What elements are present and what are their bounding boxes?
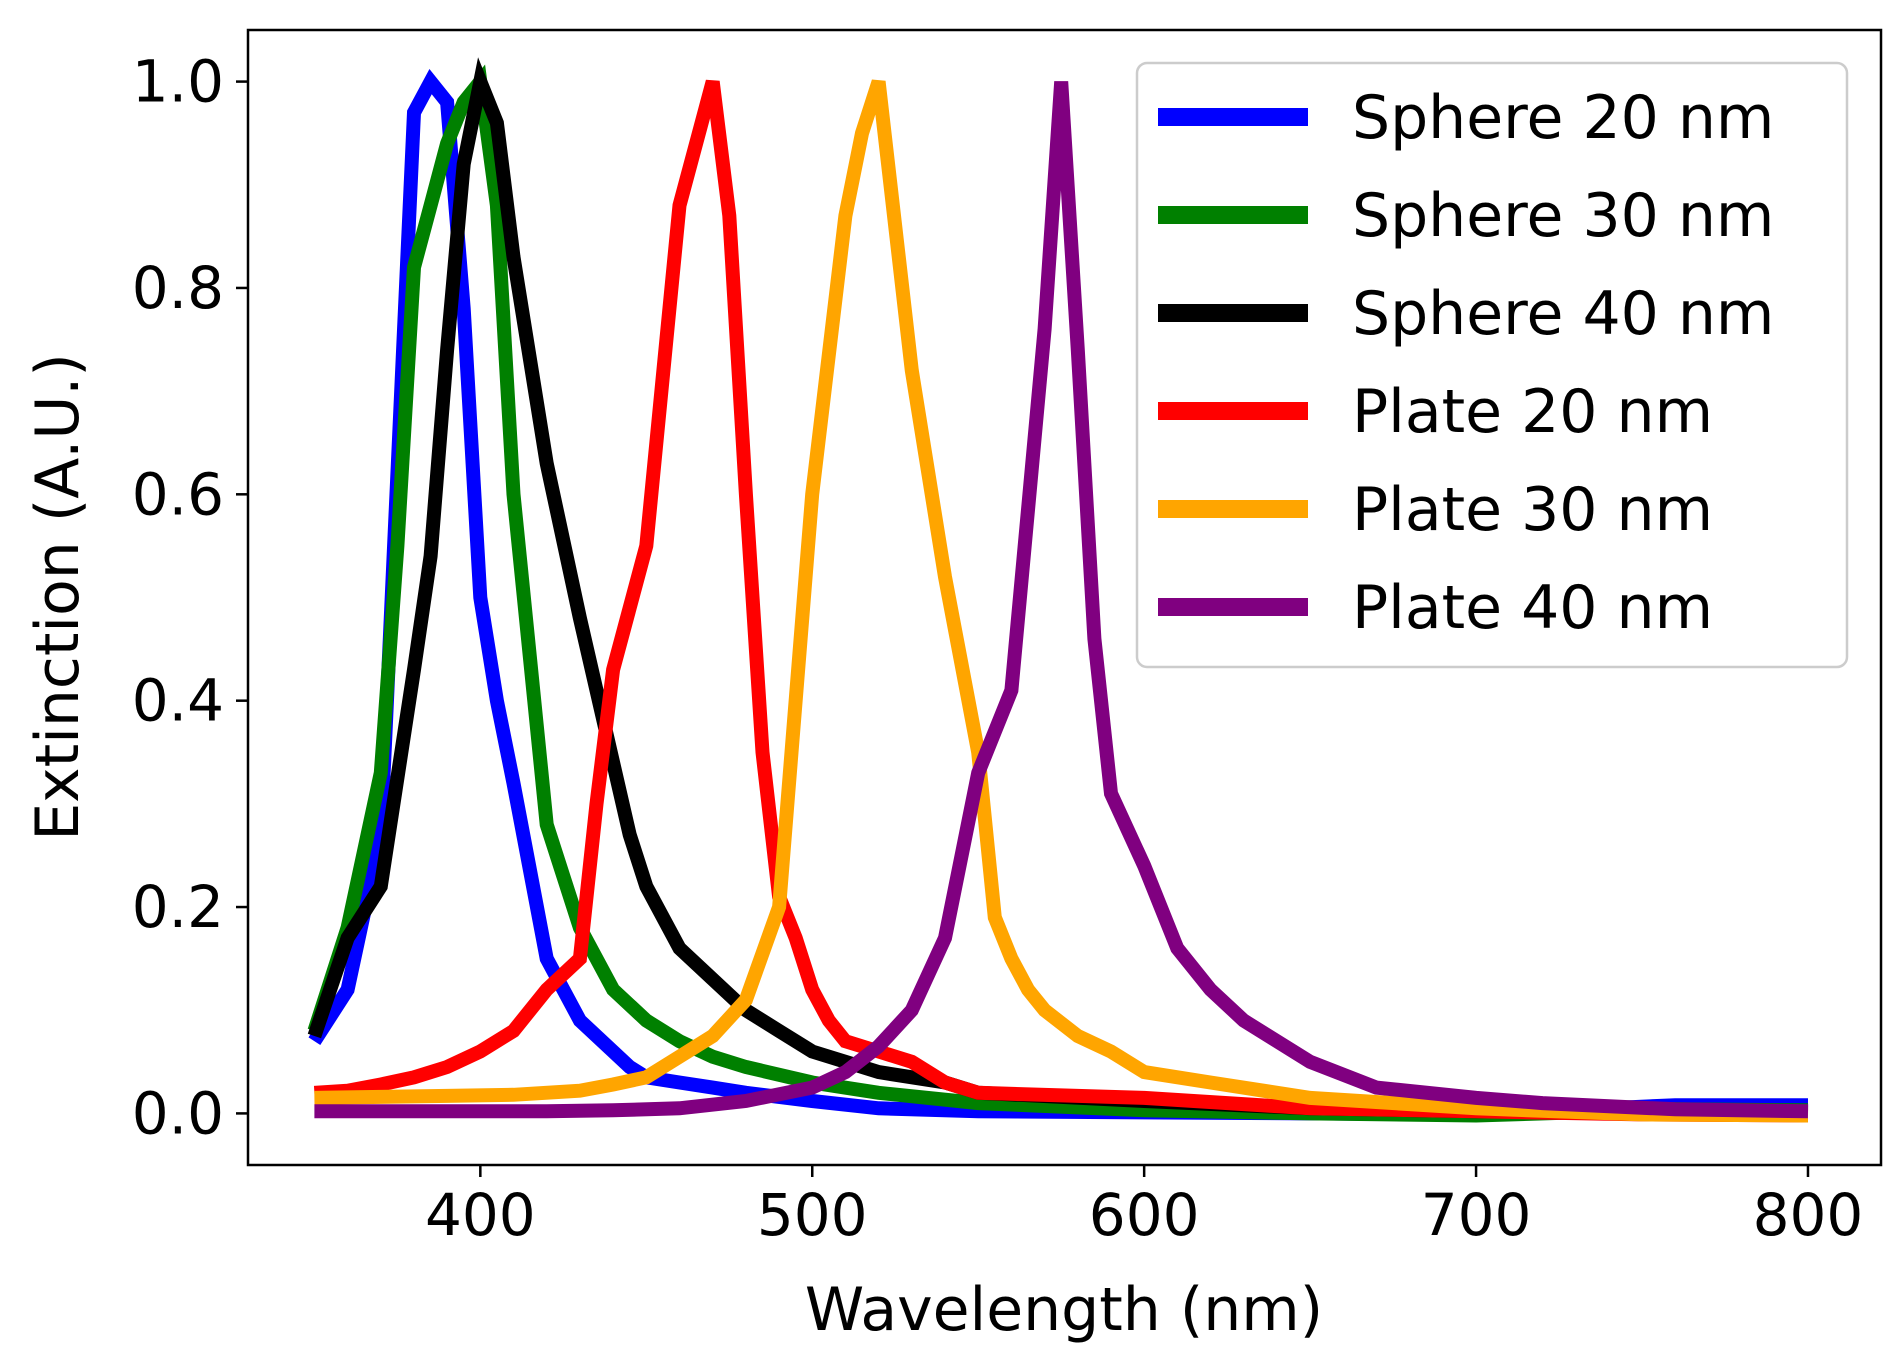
legend-label-sphere-20-nm: Sphere 20 nm [1352, 83, 1774, 153]
plot-frame [246, 28, 1883, 1167]
legend-label-plate-30-nm: Plate 30 nm [1352, 475, 1713, 545]
y-tick-label: 0.4 [132, 667, 224, 735]
y-tick-label: 0.0 [132, 1079, 224, 1147]
y-tick-label: 1.0 [132, 48, 224, 116]
series-layer [307, 57, 1809, 1123]
legend-box [1135, 61, 1849, 669]
y-tick-label: 0.2 [132, 873, 224, 941]
series-line-plate-30-nm [314, 79, 1809, 1123]
series-line-plate-20-nm [313, 79, 1809, 1123]
y-axis-label: Extinction (A.U.) [23, 353, 93, 841]
x-tick-label: 800 [1753, 1181, 1864, 1249]
x-axis-label: Wavelength (nm) [805, 1275, 1323, 1345]
y-tick-label: 0.8 [132, 254, 224, 322]
legend-label-plate-20-nm: Plate 20 nm [1352, 377, 1713, 447]
x-tick-label: 400 [425, 1181, 536, 1249]
x-axis: 400 500 600 700 800 [425, 1165, 1863, 1249]
legend-label-sphere-30-nm: Sphere 30 nm [1352, 181, 1774, 251]
x-tick-label: 500 [757, 1181, 868, 1249]
y-tick-label: 0.6 [132, 460, 224, 528]
legend: Sphere 20 nm Sphere 30 nm Sphere 40 nm Plat… [1135, 61, 1849, 669]
series-line-plate-40-nm [314, 81, 1809, 1119]
y-axis: 0.0 0.2 0.4 0.6 0.8 1.0 [132, 48, 248, 1147]
legend-label-sphere-40-nm: Sphere 40 nm [1352, 279, 1774, 349]
x-tick-label: 600 [1089, 1181, 1200, 1249]
legend-label-plate-40-nm: Plate 40 nm [1352, 573, 1713, 643]
x-tick-label: 700 [1421, 1181, 1532, 1249]
